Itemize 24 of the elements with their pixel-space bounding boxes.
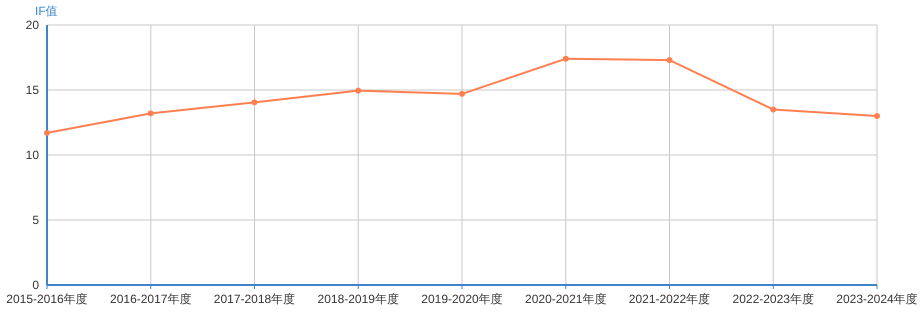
point bbox=[148, 110, 154, 116]
x-tick-label: 2017-2018年度 bbox=[214, 292, 296, 306]
x-tick-label: 2023-2024年度 bbox=[836, 292, 918, 306]
point bbox=[44, 130, 50, 136]
point bbox=[666, 57, 672, 64]
x-tick-label: 2019-2020年度 bbox=[421, 292, 503, 306]
point bbox=[770, 106, 776, 112]
point bbox=[252, 99, 258, 106]
y-axis-title: IF值 bbox=[35, 4, 58, 18]
x-tick-label: 2022-2023年度 bbox=[732, 292, 814, 306]
y-tick-label: 15 bbox=[26, 83, 40, 97]
point bbox=[459, 90, 465, 97]
point bbox=[355, 88, 362, 94]
x-tick-label: 2018-2019年度 bbox=[318, 292, 399, 306]
y-tick-label: 0 bbox=[32, 278, 40, 292]
x-tick-label: 2015-2016年度 bbox=[6, 292, 88, 306]
y-tick-label: 10 bbox=[26, 148, 40, 162]
y-tick-label: 5 bbox=[32, 213, 40, 227]
x-tick-label: 2021-2022年度 bbox=[628, 292, 710, 306]
point bbox=[562, 56, 569, 62]
point bbox=[874, 113, 880, 119]
y-tick-label: 20 bbox=[26, 18, 40, 32]
x-tick-label: 2016-2017年度 bbox=[110, 292, 192, 306]
x-tick-label: 2020-2021年度 bbox=[525, 292, 606, 306]
